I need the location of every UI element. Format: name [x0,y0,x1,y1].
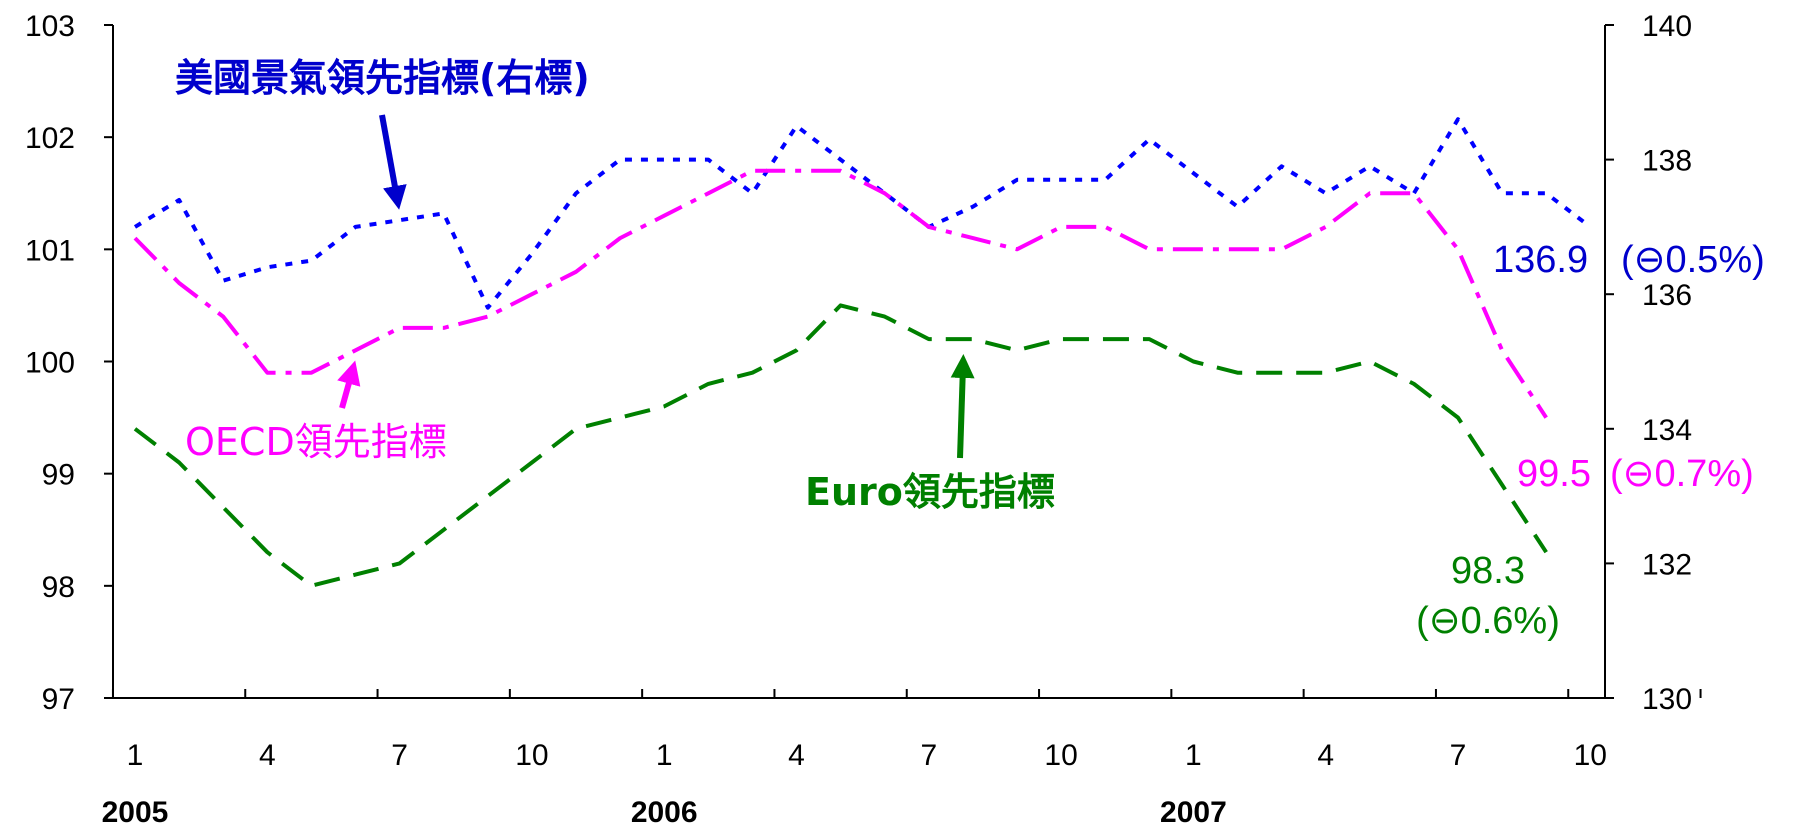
year-label: 2006 [631,796,698,828]
x-tick-label: 1 [127,739,144,772]
series-lines [133,117,1592,588]
x-tick-label: 4 [788,739,805,772]
year-label: 2007 [1160,796,1227,828]
series-line-2 [133,303,1548,588]
series-line-1 [133,168,1548,419]
us-series-label: 美國景氣領先指標(右標) [175,56,590,100]
left-tick-label: 102 [25,122,75,155]
series-line-0 [133,117,1592,310]
x-tick-label: 10 [1044,739,1077,772]
oecd-end-change: (⊖0.7%) [1610,453,1754,495]
left-tick-label: 100 [25,347,75,380]
oecd-label-arrow [337,360,361,409]
euro-label-arrow [950,354,975,459]
oecd-end-value: 99.5 [1517,453,1591,495]
annotations: 美國景氣領先指標(右標) OECD領先指標 Euro領先指標 136.9 (⊖0.5%)… [175,56,1765,642]
x-tick-label: 4 [259,739,276,772]
us-end-value: 136.9 [1493,239,1588,281]
x-tick-label: 4 [1317,739,1334,772]
right-tick-label: 132 [1642,548,1692,581]
x-tick-label: 1 [1185,739,1202,772]
left-tick-label: 103 [25,10,75,43]
right-tick-label: 140 [1642,10,1692,43]
x-tick-label: 10 [515,739,548,772]
x-tick-label: 7 [920,739,937,772]
us-end-change: (⊖0.5%) [1621,239,1765,281]
x-tick-label: 1 [656,739,673,772]
x-tick-label: 7 [1450,739,1467,772]
euro-end-change: (⊖0.6%) [1416,600,1560,642]
oecd-series-label: OECD領先指標 [185,420,447,464]
left-tick-label: 97 [42,683,75,716]
right-tick-label: 136 [1642,279,1692,312]
x-tick-label: 7 [391,739,408,772]
euro-series-label: Euro領先指標 [805,470,1055,514]
year-label: 2005 [102,796,169,828]
left-tick-label: 98 [42,571,75,604]
euro-end-value: 98.3 [1451,550,1525,592]
left-tick-label: 99 [42,459,75,492]
right-tick-label: 134 [1642,414,1692,447]
right-tick-label: 138 [1642,145,1692,178]
right-tick-label: 130 [1642,683,1692,716]
left-tick-label: 101 [25,234,75,267]
x-tick-label: 10 [1574,739,1607,772]
us-label-arrow [379,114,407,210]
